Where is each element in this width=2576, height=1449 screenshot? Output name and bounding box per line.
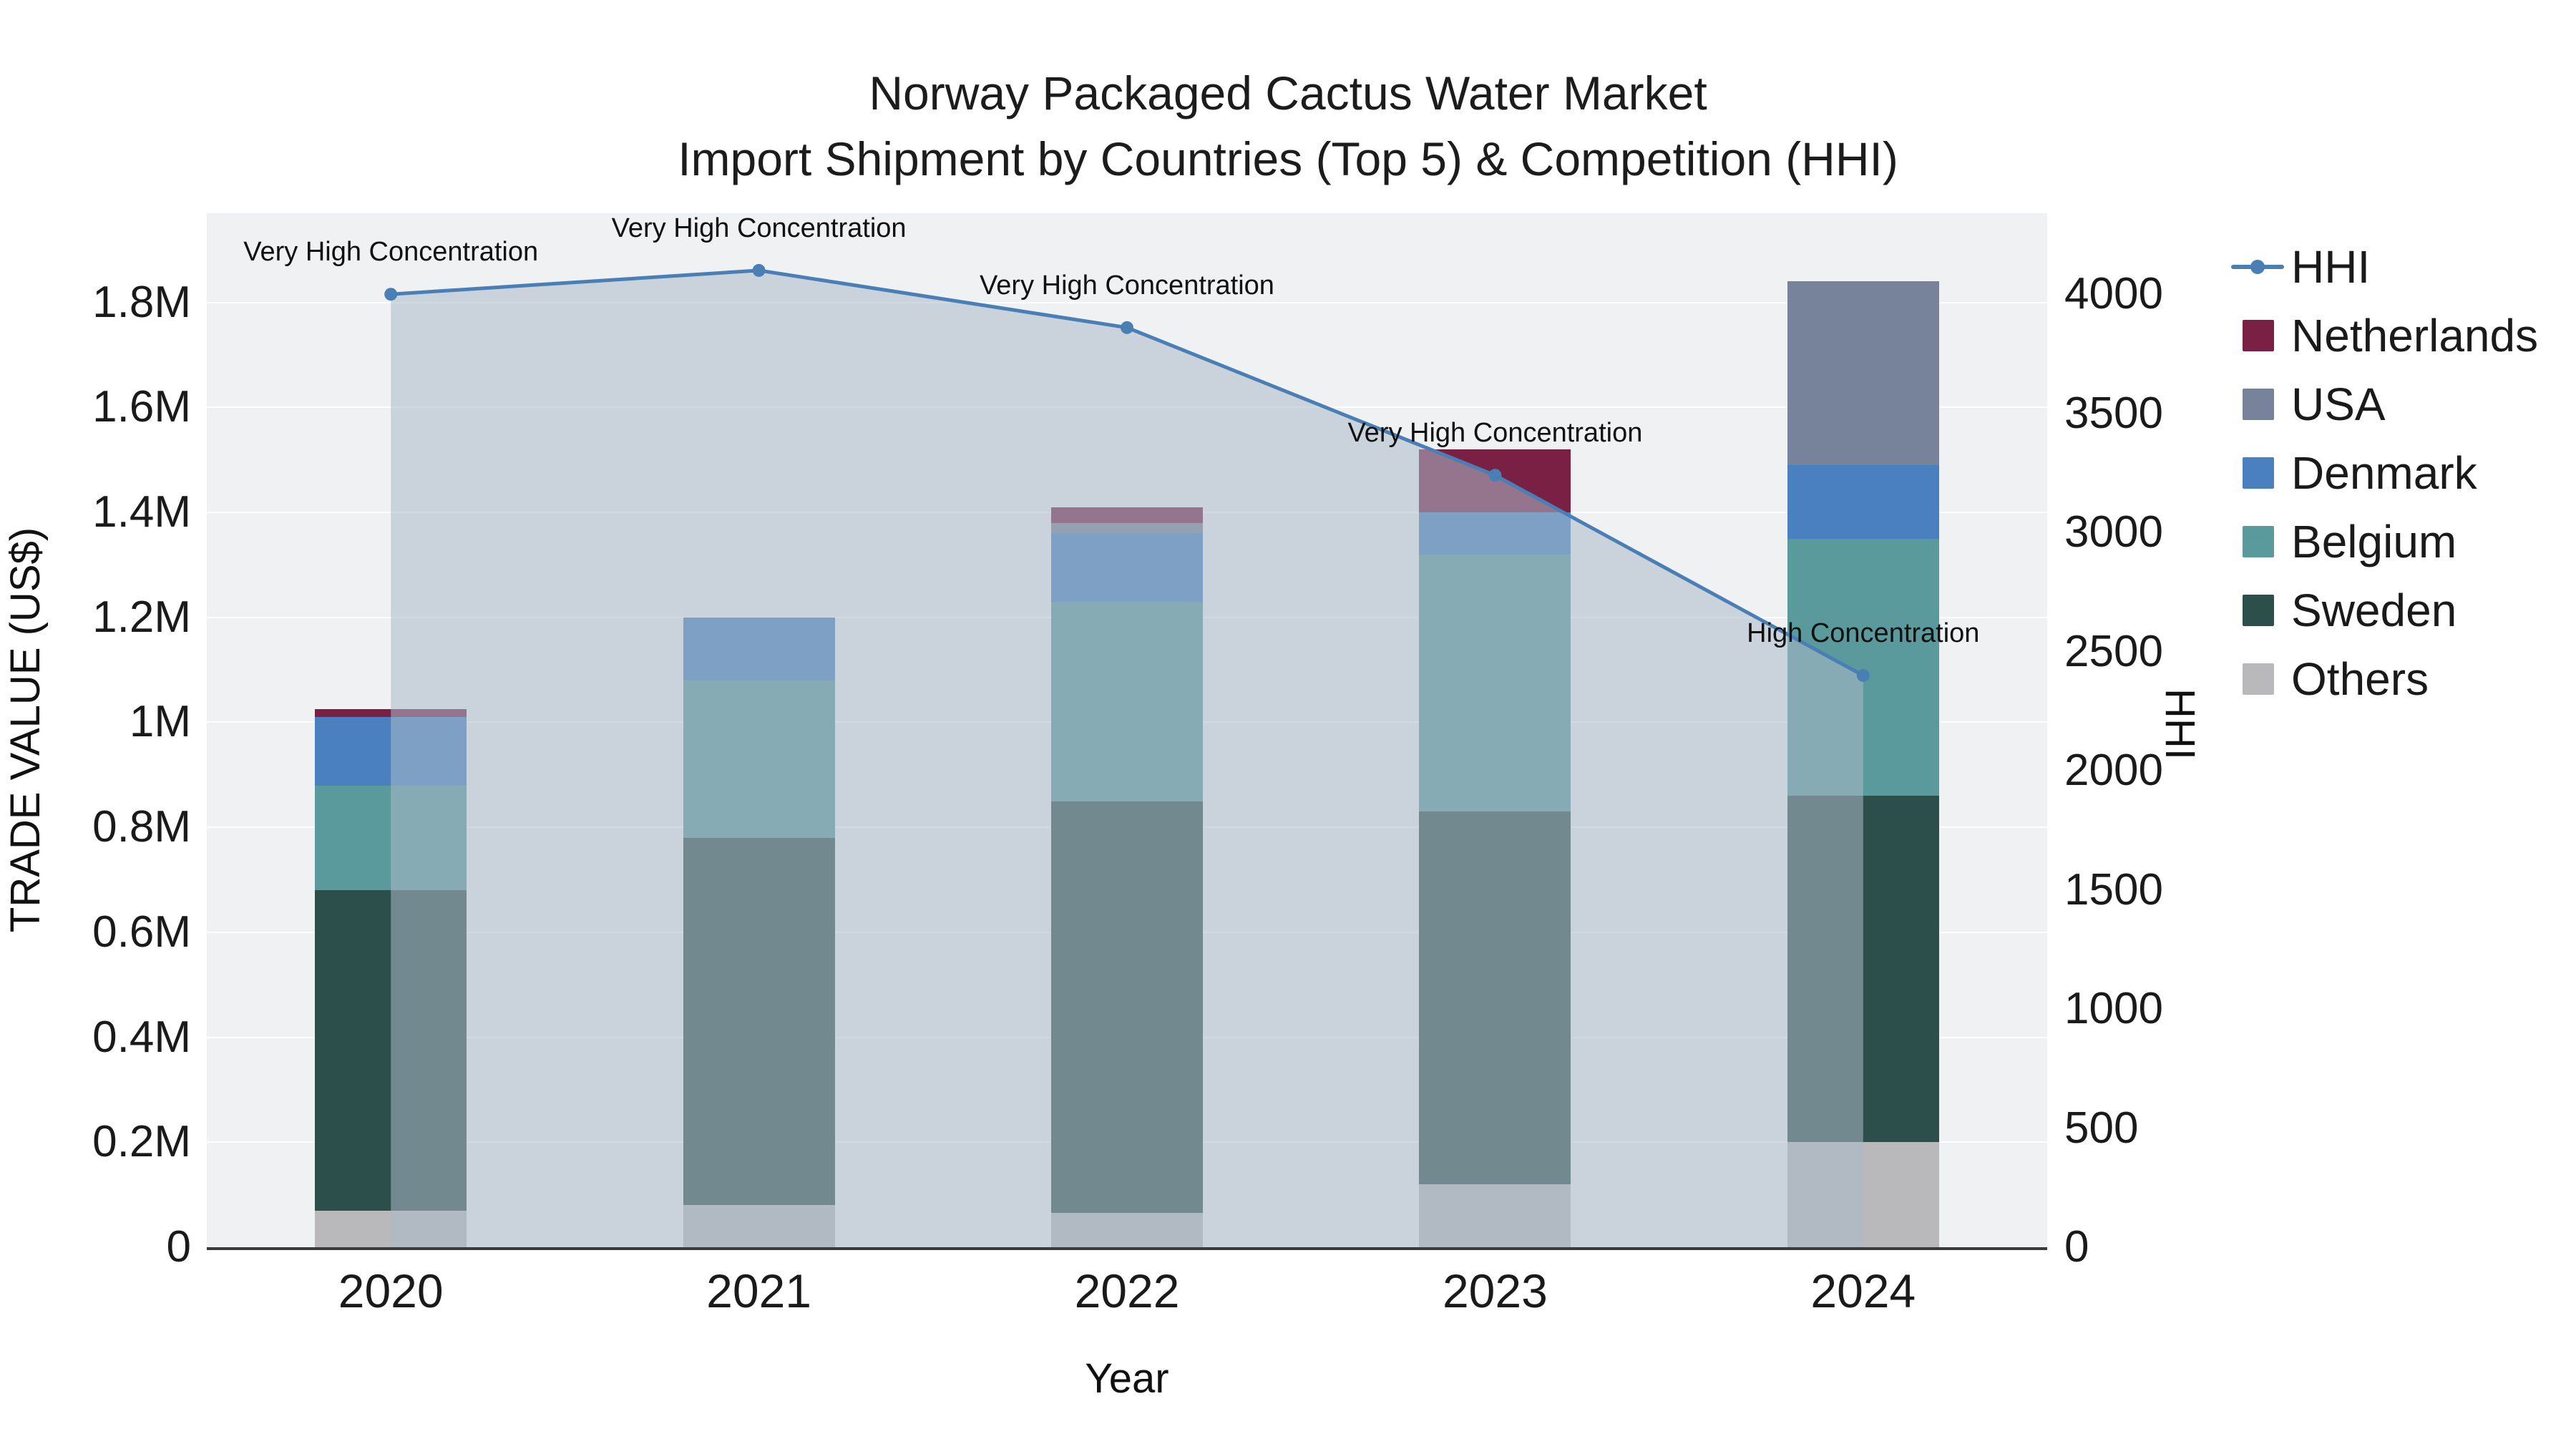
legend-label: Netherlands	[2291, 310, 2539, 361]
x-axis-title: Year	[1085, 1355, 1169, 1402]
y-left-tick-label: 1.8M	[92, 277, 191, 327]
legend-color-square	[2243, 320, 2274, 351]
annotation-2021: Very High Concentration	[611, 213, 907, 243]
bar-segment-denmark-2024	[1787, 465, 1939, 539]
y-left-tick-label: 0.2M	[92, 1117, 191, 1167]
hhi-line-layer	[384, 263, 1870, 1247]
y-left-tick-label: 1.2M	[92, 592, 191, 642]
y-right-tick-label: 500	[2064, 1103, 2139, 1153]
legend-swatch-icon	[2231, 507, 2291, 576]
hhi-point-2022	[1121, 321, 1133, 334]
y-left-tick-label: 0.4M	[92, 1012, 191, 1062]
y-right-tick-label: 3000	[2064, 507, 2163, 557]
hhi-point-2024	[1856, 668, 1870, 682]
y-right-tick-label: 3500	[2064, 388, 2163, 438]
legend-color-square	[2243, 526, 2274, 557]
y-left-tick-label: 1.6M	[92, 382, 191, 432]
annotation-2023: Very High Concentration	[1347, 418, 1643, 449]
y-left-tick-label: 0.8M	[92, 802, 191, 852]
y-right-tick-label: 1500	[2064, 864, 2163, 914]
legend-color-square	[2243, 457, 2274, 489]
legend-item-hhi[interactable]: HHI	[2231, 233, 2538, 301]
legend-item-usa[interactable]: USA	[2231, 370, 2538, 439]
legend-swatch-icon	[2231, 301, 2291, 370]
legend-label: Belgium	[2291, 516, 2457, 567]
annotation-2024: High Concentration	[1747, 618, 1980, 648]
x-tick-label-2023: 2023	[1442, 1264, 1548, 1317]
x-axis-line	[207, 1247, 2047, 1250]
hhi-point-2023	[1488, 469, 1502, 482]
legend-item-denmark[interactable]: Denmark	[2231, 439, 2538, 507]
legend-line-marker-icon	[2231, 233, 2291, 301]
bar-segment-usa-2024	[1787, 281, 1939, 466]
legend-label: Denmark	[2291, 447, 2477, 499]
legend-dot-sample	[2250, 260, 2265, 274]
bar-segment-netherlands-2020	[315, 709, 467, 718]
legend-swatch-icon	[2231, 439, 2291, 507]
legend-label: Others	[2291, 653, 2429, 705]
x-tick-label-2024: 2024	[1810, 1264, 1916, 1317]
legend-color-square	[2243, 389, 2274, 420]
hhi-point-2021	[752, 263, 766, 277]
legend-label: Sweden	[2291, 585, 2457, 636]
chart-title: Norway Packaged Cactus Water Market Impo…	[0, 60, 2576, 192]
legend: HHI Netherlands USA Denmark Belgium Sweden Oth…	[2231, 233, 2538, 713]
legend-item-sweden[interactable]: Sweden	[2231, 576, 2538, 645]
plot-area	[207, 213, 2047, 1247]
y-left-tick-label: 0	[166, 1222, 191, 1272]
y-left-tick-label: 1.4M	[92, 487, 191, 537]
x-tick-label-2021: 2021	[706, 1264, 812, 1317]
y-right-tick-label: 0	[2064, 1222, 2089, 1272]
hhi-point-2020	[384, 288, 398, 301]
legend-item-belgium[interactable]: Belgium	[2231, 507, 2538, 576]
gridline	[207, 301, 2047, 303]
y-left-tick-label: 0.6M	[92, 907, 191, 957]
legend-swatch-icon	[2231, 645, 2291, 713]
legend-swatch-icon	[2231, 370, 2291, 439]
hhi-area-fill	[391, 270, 1863, 1247]
annotation-2022: Very High Concentration	[980, 270, 1274, 301]
y-right-tick-label: 2000	[2064, 746, 2163, 796]
legend-item-others[interactable]: Others	[2231, 645, 2538, 713]
legend-item-netherlands[interactable]: Netherlands	[2231, 301, 2538, 370]
legend-label: USA	[2291, 379, 2386, 430]
y-left-tick-label: 1M	[129, 697, 191, 747]
chart-title-line2: Import Shipment by Countries (Top 5) & C…	[678, 132, 1898, 185]
y-right-tick-label: 1000	[2064, 984, 2163, 1034]
chart-title-line1: Norway Packaged Cactus Water Market	[869, 67, 1707, 119]
y-right-tick-label: 4000	[2064, 269, 2163, 319]
y-axis-title-right: HHI	[2157, 688, 2203, 760]
x-tick-label-2020: 2020	[338, 1264, 444, 1317]
legend-label: HHI	[2291, 241, 2371, 293]
legend-color-square	[2243, 663, 2274, 695]
x-tick-label-2022: 2022	[1074, 1264, 1180, 1317]
y-right-tick-label: 2500	[2064, 626, 2163, 676]
legend-color-square	[2243, 595, 2274, 626]
legend-swatch-icon	[2231, 576, 2291, 645]
annotation-2020: Very High Concentration	[243, 237, 539, 268]
